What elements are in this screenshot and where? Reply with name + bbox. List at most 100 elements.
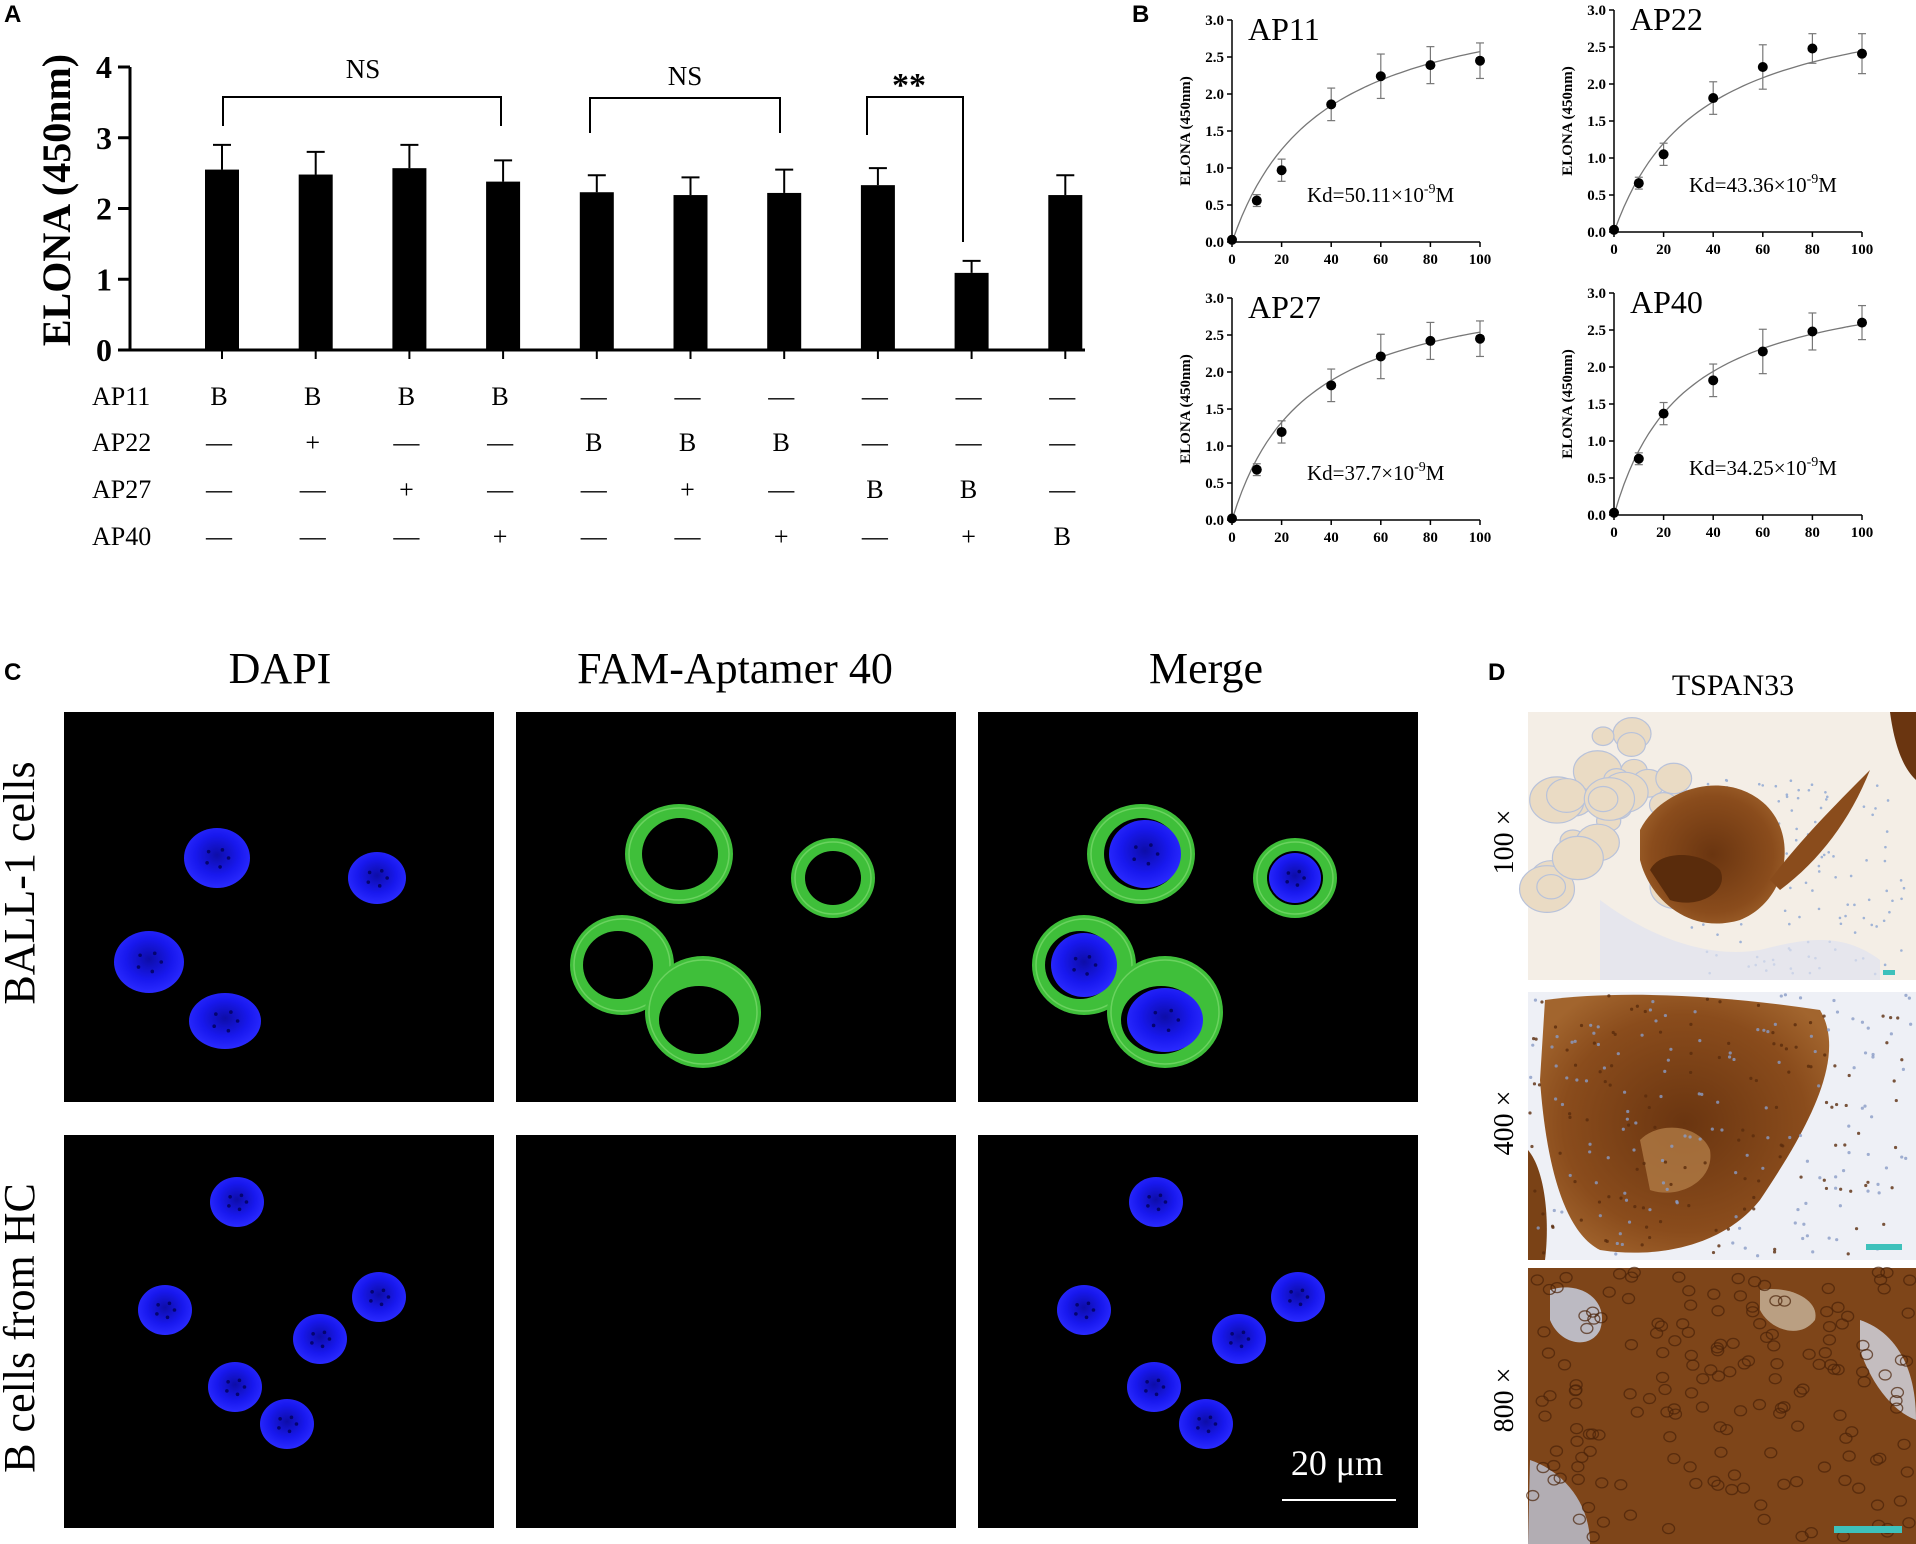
cell-outline [1817, 1461, 1832, 1473]
nucleus-speck [1241, 1330, 1246, 1335]
cell-dot [1737, 1138, 1741, 1142]
cell-dot [1602, 1066, 1606, 1070]
hc-merge-nucleus [1212, 1314, 1266, 1364]
nucleus-speck [278, 1417, 282, 1421]
cell-outline [1711, 1370, 1726, 1382]
nucleus-speck [205, 860, 209, 865]
cell-dot [1710, 1127, 1714, 1131]
cell-outline [1731, 1272, 1745, 1285]
cell-dot [1598, 1070, 1602, 1074]
y-axis-label: ELONA (450nm) [1178, 76, 1194, 186]
cell-outline [1900, 1466, 1914, 1478]
stroma-nucleus [1702, 923, 1705, 926]
x-tick-label: 80 [1423, 530, 1438, 546]
chart-title: AP27 [1248, 289, 1321, 325]
thyroid-follicle [1655, 762, 1693, 795]
nucleus-speck [1196, 1426, 1200, 1430]
stroma-nucleus [1844, 914, 1847, 918]
cell-dot [1717, 1244, 1721, 1248]
stroma-nucleus [1875, 784, 1879, 787]
stroma-nucleus [1832, 855, 1835, 858]
cell-outline [1856, 1366, 1870, 1378]
nucleus-speck [1297, 869, 1302, 874]
nucleus-speck [226, 1028, 231, 1033]
cell-outline [1713, 1421, 1727, 1433]
cell-dot [1683, 1165, 1687, 1170]
table-cell: — [580, 475, 608, 504]
cell-outline [1623, 1388, 1637, 1400]
cell-dot [1826, 1028, 1831, 1032]
nucleus-speck [369, 1299, 373, 1303]
cell-dot [1773, 1022, 1777, 1026]
stroma-nucleus [1785, 852, 1788, 855]
cell-outline [1757, 1279, 1772, 1292]
nucleus-speck [1144, 1389, 1148, 1393]
nucleus-speck [310, 1341, 314, 1345]
stroma-nucleus [1807, 788, 1811, 792]
nucleus-speck [239, 1193, 244, 1198]
cell-outline [1869, 1454, 1884, 1466]
table-cell: — [486, 475, 514, 504]
stroma-nucleus [1757, 782, 1761, 786]
cell-outline [1822, 1334, 1837, 1346]
nucleus-speck [227, 1204, 231, 1208]
y-tick-label: 1.0 [1205, 161, 1224, 177]
cell-outline [1583, 1445, 1597, 1458]
nucleus-speck [366, 880, 371, 884]
stroma-nucleus [1885, 830, 1889, 833]
cell-dot [1651, 1000, 1655, 1004]
bar [392, 168, 427, 350]
cell-dot [1732, 1057, 1736, 1062]
significance-label-stars: ** [892, 67, 926, 104]
thyroid-follicle [1591, 726, 1615, 747]
cell-outline [1777, 1478, 1791, 1490]
cell-dot [1847, 1124, 1851, 1128]
cell-dot [1756, 1027, 1760, 1032]
cell-dot [1540, 1000, 1544, 1004]
y-tick-label: 2.5 [1205, 50, 1224, 66]
data-point [1475, 55, 1485, 66]
y-tick-label: 0.5 [1587, 471, 1606, 487]
cell-dot [1827, 1236, 1831, 1240]
cell-outline [1536, 1461, 1550, 1474]
data-point [1425, 60, 1436, 71]
cell-dot [1714, 1228, 1718, 1232]
cell-outline [1821, 1282, 1835, 1295]
data-point [1708, 375, 1719, 386]
cell-dot [1834, 1175, 1838, 1179]
cell-dot [1832, 998, 1836, 1003]
cell-outline [1581, 1501, 1596, 1514]
cell-outline [1569, 1384, 1583, 1396]
cell-outline [1571, 1461, 1585, 1473]
x-tick-label: 80 [1423, 252, 1438, 268]
significance-bracket-3 [866, 96, 964, 242]
nucleus-speck [172, 1308, 177, 1312]
y-tick-label: 2.0 [1205, 365, 1224, 381]
cell-dot [1589, 1023, 1593, 1027]
cell-outline [1553, 1472, 1567, 1484]
stroma-nucleus [1804, 881, 1808, 885]
stroma-nucleus [1817, 907, 1821, 911]
cell-dot [1663, 1013, 1668, 1018]
y-tick-label: 0.0 [1205, 513, 1224, 529]
fit-curve [1613, 323, 1863, 516]
data-point [1276, 426, 1287, 437]
ihc-image-800x [1526, 1266, 1916, 1544]
cell-outline [1726, 1337, 1740, 1350]
cell-dot [1818, 1176, 1822, 1180]
y-tick-label: 0.0 [1587, 225, 1606, 241]
cell-outline [1714, 1446, 1728, 1458]
stroma-nucleus [1862, 805, 1866, 808]
table-cell: + [680, 475, 695, 504]
cell-dot [1550, 1224, 1555, 1228]
stroma-nucleus [1827, 850, 1831, 854]
stroma-nucleus [1739, 922, 1743, 926]
table-cell: B [1054, 522, 1071, 551]
table-cell: — [205, 522, 233, 551]
cell-outline [1707, 1475, 1721, 1487]
magnification-400x: 400 × [1489, 1091, 1520, 1156]
cell-dot [1614, 1252, 1618, 1256]
stroma-nucleus [1882, 919, 1886, 923]
magnification-800x: 800 × [1489, 1368, 1520, 1433]
cell-outline [1682, 1285, 1696, 1297]
